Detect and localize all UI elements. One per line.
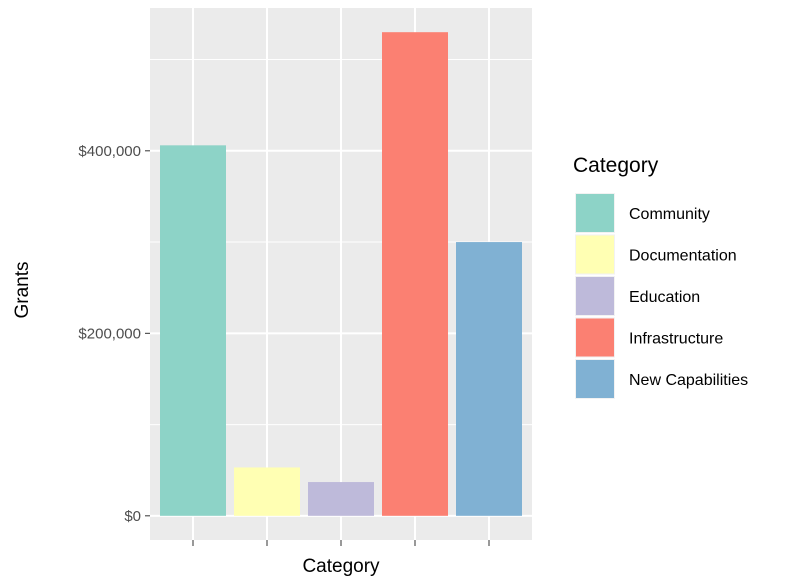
bar-education	[308, 482, 374, 516]
y-tick-label: $400,000	[78, 143, 141, 160]
legend-title: Category	[573, 154, 659, 177]
legend-swatch-community	[576, 194, 614, 232]
legend-swatch-education	[576, 277, 614, 315]
legend-label-education: Education	[629, 289, 700, 306]
legend-label-new-capabilities: New Capabilities	[629, 372, 748, 389]
x-axis	[192, 540, 490, 546]
y-tick-label: $0	[124, 508, 141, 525]
legend-label-infrastructure: Infrastructure	[629, 331, 723, 348]
x-axis-title: Category	[302, 556, 380, 577]
y-axis-title: Grants	[12, 261, 33, 318]
bar-infrastructure	[382, 32, 448, 516]
legend: Category Community Documentation Education…	[573, 154, 748, 399]
legend-label-documentation: Documentation	[629, 248, 737, 265]
legend-swatch-infrastructure	[576, 318, 614, 357]
y-tick-label: $200,000	[78, 325, 141, 342]
bar-new-capabilities	[456, 242, 522, 516]
legend-swatch-documentation	[576, 235, 614, 274]
y-axis: $0 $200,000 $400,000	[78, 143, 150, 525]
legend-label-community: Community	[629, 206, 710, 223]
bar-documentation	[234, 467, 300, 516]
bar-community	[160, 145, 226, 516]
bars	[160, 32, 522, 516]
legend-swatch-new-capabilities	[576, 360, 614, 398]
